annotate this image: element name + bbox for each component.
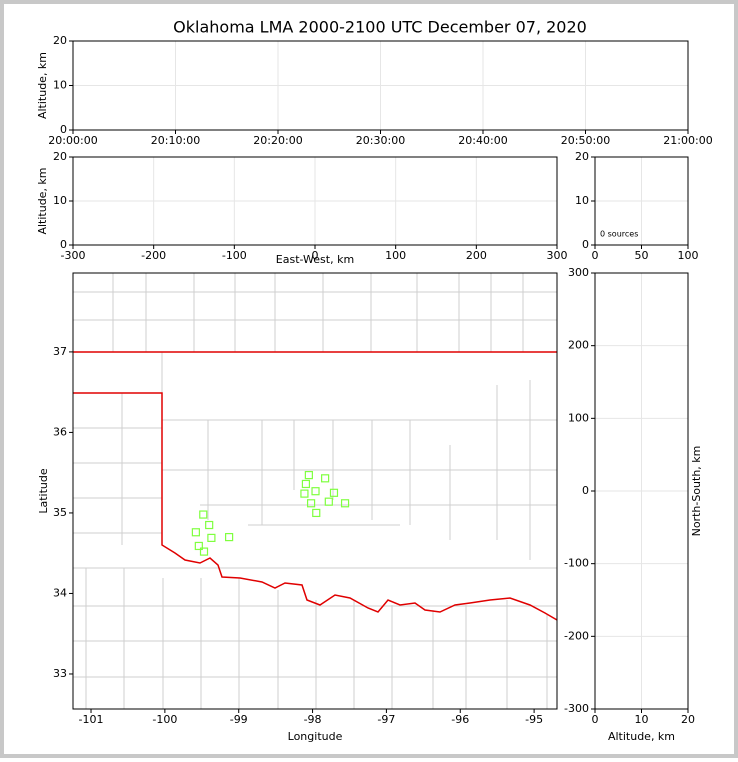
source-point — [205, 520, 214, 530]
x-tick-label: 0 — [312, 249, 319, 262]
y-tick-label: 35 — [53, 506, 67, 519]
x-tick-label: -98 — [304, 713, 322, 726]
y-tick-label: 0 — [582, 238, 589, 251]
y-tick-label: 10 — [575, 194, 589, 207]
source-point — [207, 533, 216, 543]
source-point — [329, 488, 339, 497]
x-tick-label: 20 — [681, 713, 695, 726]
x-tick-label: -99 — [230, 713, 248, 726]
y-tick-label: 200 — [568, 339, 589, 352]
y-tick-label: 0 — [582, 484, 589, 497]
y-tick-label: -100 — [564, 557, 589, 570]
y-axis-label: Altitude, km — [36, 52, 49, 119]
y-tick-label: 10 — [53, 79, 67, 92]
y-tick-label: 36 — [53, 425, 67, 438]
x-tick-label: 100 — [678, 249, 699, 262]
y-tick-label: 37 — [53, 345, 67, 358]
x-tick-label: -100 — [152, 713, 177, 726]
y-tick-label: -300 — [564, 702, 589, 715]
source-point — [301, 479, 311, 489]
y-tick-label: 20 — [575, 150, 589, 163]
y-axis-label: Latitude — [37, 468, 50, 514]
source-point — [324, 497, 333, 506]
y-tick-label: 100 — [568, 411, 589, 424]
x-tick-label: 20:20:00 — [253, 134, 302, 147]
x-tick-label: -300 — [61, 249, 86, 262]
axes-frame — [594, 156, 689, 246]
x-tick-label: 20:50:00 — [561, 134, 610, 147]
y-tick-label: 33 — [53, 667, 67, 680]
y-tick-label: -200 — [564, 629, 589, 642]
y-axis-label: Altitude, km — [36, 167, 49, 234]
source-point — [199, 510, 208, 519]
x-tick-label: -96 — [451, 713, 469, 726]
y-tick-label: 10 — [53, 194, 67, 207]
chart-title: Oklahoma LMA 2000-2100 UTC December 07, … — [173, 18, 587, 37]
x-tick-label: 50 — [635, 249, 649, 262]
y-tick-label: 300 — [568, 266, 589, 279]
source-point — [194, 541, 203, 551]
axes-frame — [72, 156, 558, 246]
x-tick-label: 21:00:00 — [663, 134, 712, 147]
axes-frame — [594, 272, 689, 710]
source-point — [300, 489, 309, 498]
x-tick-label: 0 — [592, 249, 599, 262]
x-tick-label: 10 — [635, 713, 649, 726]
x-axis-label: East-West, km — [276, 253, 354, 266]
x-tick-label: -95 — [525, 713, 543, 726]
x-tick-label: 200 — [466, 249, 487, 262]
x-tick-label: 100 — [385, 249, 406, 262]
source-point — [191, 528, 200, 537]
annotation: 0 sources — [600, 230, 638, 239]
x-tick-label: 300 — [547, 249, 568, 262]
x-tick-label: 20:40:00 — [458, 134, 507, 147]
x-tick-label: -97 — [377, 713, 395, 726]
map-background — [73, 273, 557, 709]
source-point — [304, 470, 313, 480]
source-point — [311, 487, 320, 496]
source-point — [321, 474, 330, 483]
x-tick-label: 20:10:00 — [151, 134, 200, 147]
x-tick-label: 0 — [592, 713, 599, 726]
y-tick-label: 20 — [53, 34, 67, 47]
y-tick-label: 20 — [53, 150, 67, 163]
source-point — [340, 499, 350, 508]
y-tick-label: 0 — [60, 123, 67, 136]
x-tick-label: 20:00:00 — [48, 134, 97, 147]
y-tick-label: 34 — [53, 586, 67, 599]
x-tick-label: -100 — [222, 249, 247, 262]
source-point — [312, 508, 321, 518]
x-axis-label: Altitude, km — [608, 730, 675, 743]
axes-frame — [72, 40, 689, 131]
x-tick-label: 20:30:00 — [356, 134, 405, 147]
source-point — [306, 499, 316, 508]
x-axis-label: Longitude — [288, 730, 343, 743]
axes-frame — [72, 272, 558, 710]
source-point — [199, 547, 209, 556]
x-tick-label: -200 — [141, 249, 166, 262]
x-tick-label: -101 — [79, 713, 104, 726]
y-axis-label: North-South, km — [690, 446, 703, 537]
source-point — [225, 532, 234, 542]
y-tick-label: 0 — [60, 238, 67, 251]
